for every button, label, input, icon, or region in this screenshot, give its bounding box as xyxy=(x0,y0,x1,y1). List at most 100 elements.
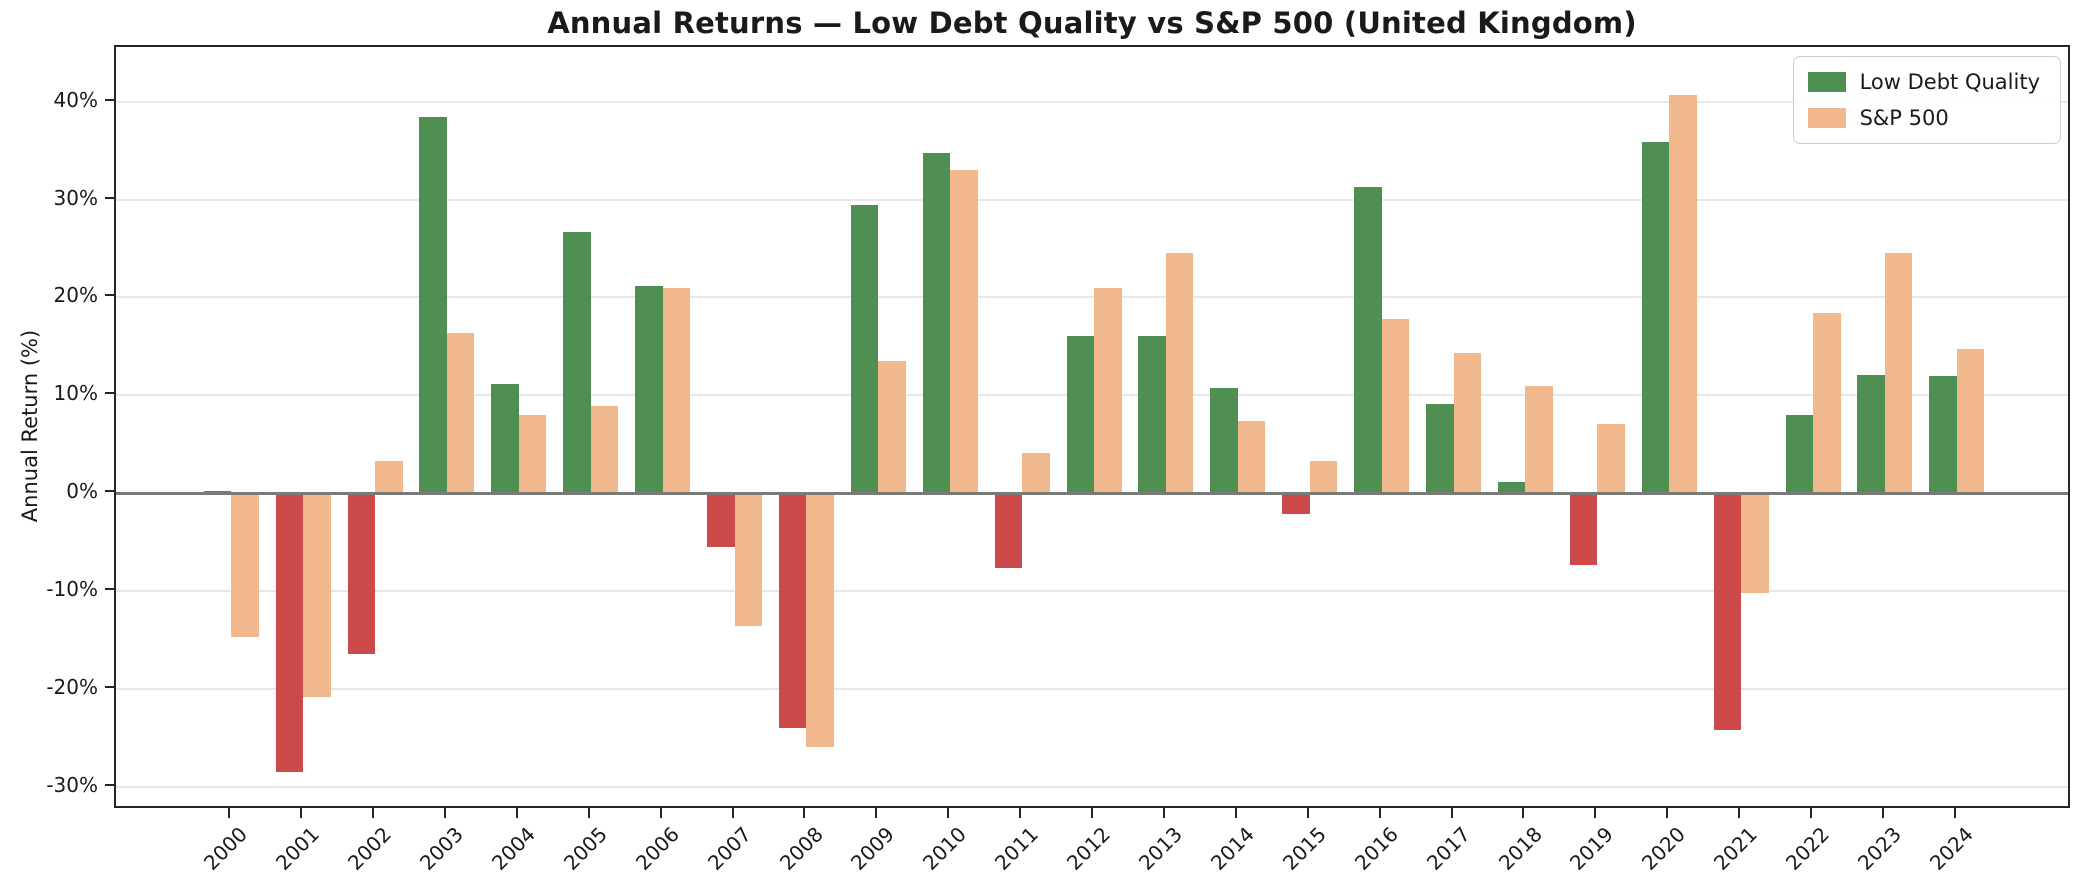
bar-sp500-2006 xyxy=(662,287,691,494)
bar-sp500-2014 xyxy=(1237,420,1266,494)
bar-sp500-2020 xyxy=(1669,94,1697,494)
gridline--30 xyxy=(116,785,2068,788)
bar-sp500-2003 xyxy=(446,332,475,494)
legend-swatch-sp500-icon xyxy=(1807,108,1846,128)
bar-low-debt-quality-2023 xyxy=(1857,374,1885,494)
x-tick-mark-2009 xyxy=(875,808,878,818)
bar-low-debt-quality-2005 xyxy=(563,231,591,494)
bar-sp500-2021 xyxy=(1741,493,1769,593)
gridline--20 xyxy=(116,687,2068,690)
bar-low-debt-quality-2006 xyxy=(635,285,663,494)
bar-low-debt-quality-2024 xyxy=(1929,375,1957,494)
x-tick-label-2016: 2016 xyxy=(1349,822,1403,875)
bar-low-debt-quality-2008 xyxy=(778,493,807,728)
x-tick-label-2010: 2010 xyxy=(918,822,972,875)
x-tick-mark-2020 xyxy=(1666,808,1669,818)
bar-sp500-2000 xyxy=(231,493,259,637)
gridline-20 xyxy=(116,296,2068,299)
x-tick-mark-2012 xyxy=(1091,808,1093,818)
bar-sp500-2023 xyxy=(1884,253,1913,494)
bar-low-debt-quality-2009 xyxy=(850,205,879,494)
y-tick-mark--30 xyxy=(105,783,114,786)
x-tick-label-2004: 2004 xyxy=(486,822,540,875)
x-tick-label-2019: 2019 xyxy=(1565,822,1619,875)
bar-sp500-2022 xyxy=(1813,313,1841,494)
x-tick-label-2013: 2013 xyxy=(1133,822,1187,875)
bar-low-debt-quality-2021 xyxy=(1713,493,1742,730)
x-tick-mark-2017 xyxy=(1450,808,1453,818)
bar-sp500-2015 xyxy=(1309,460,1338,494)
y-tick-label-20: 20% xyxy=(53,283,98,308)
bar-low-debt-quality-2013 xyxy=(1138,335,1166,494)
x-tick-label-2005: 2005 xyxy=(558,822,612,875)
bar-low-debt-quality-2014 xyxy=(1210,388,1238,494)
x-tick-mark-2007 xyxy=(731,808,734,818)
x-tick-mark-2004 xyxy=(515,808,518,818)
y-tick-label--20: -20% xyxy=(46,674,98,699)
x-tick-mark-2023 xyxy=(1881,808,1884,818)
x-tick-label-2012: 2012 xyxy=(1062,822,1115,875)
y-tick-mark-0 xyxy=(105,490,114,493)
x-tick-label-2023: 2023 xyxy=(1852,822,1906,875)
bar-low-debt-quality-2020 xyxy=(1641,141,1670,494)
x-tick-mark-2022 xyxy=(1810,808,1812,818)
x-tick-mark-2008 xyxy=(803,808,806,818)
legend: Low Debt Quality S&P 500 xyxy=(1792,56,2061,144)
y-tick-mark-10 xyxy=(105,392,114,395)
bar-low-debt-quality-2019 xyxy=(1569,493,1598,566)
bar-sp500-2016 xyxy=(1381,318,1410,494)
y-tick-label-10: 10% xyxy=(53,381,98,406)
bar-sp500-2007 xyxy=(734,493,762,627)
y-tick-mark--10 xyxy=(105,587,114,590)
bar-sp500-2024 xyxy=(1956,349,1985,494)
x-tick-label-2022: 2022 xyxy=(1781,822,1834,875)
bar-low-debt-quality-2018 xyxy=(1497,482,1526,494)
bar-sp500-2013 xyxy=(1165,253,1194,494)
x-tick-mark-2005 xyxy=(587,808,590,818)
x-tick-mark-2002 xyxy=(372,808,374,818)
x-tick-label-2006: 2006 xyxy=(630,822,684,875)
x-tick-mark-2014 xyxy=(1234,808,1237,818)
x-tick-mark-2013 xyxy=(1162,808,1165,818)
x-tick-mark-2003 xyxy=(443,808,446,818)
y-tick-mark-20 xyxy=(105,294,114,297)
bar-low-debt-quality-2016 xyxy=(1354,186,1382,494)
plot-area xyxy=(114,45,2070,808)
x-tick-label-2003: 2003 xyxy=(414,822,468,875)
bar-low-debt-quality-2004 xyxy=(491,383,519,494)
bar-sp500-2001 xyxy=(303,493,331,697)
bar-low-debt-quality-2015 xyxy=(1282,493,1310,514)
x-tick-mark-2006 xyxy=(659,808,662,818)
x-tick-mark-2018 xyxy=(1522,808,1525,818)
x-tick-label-2017: 2017 xyxy=(1421,822,1475,875)
legend-label-sp500: S&P 500 xyxy=(1859,106,1949,130)
x-tick-label-2024: 2024 xyxy=(1924,822,1978,875)
x-tick-mark-2011 xyxy=(1019,808,1022,818)
bar-low-debt-quality-2017 xyxy=(1426,404,1454,494)
gridline-40 xyxy=(116,100,2068,103)
bar-low-debt-quality-2022 xyxy=(1785,414,1813,494)
bar-low-debt-quality-2010 xyxy=(922,152,951,494)
x-tick-label-2008: 2008 xyxy=(774,822,828,875)
bar-sp500-2012 xyxy=(1094,287,1122,494)
y-tick-label-40: 40% xyxy=(53,87,98,112)
gridline--10 xyxy=(116,589,2068,592)
bar-sp500-2018 xyxy=(1525,386,1553,494)
bar-sp500-2009 xyxy=(878,361,906,494)
bar-sp500-2005 xyxy=(590,406,619,494)
legend-item-low-debt-quality: Low Debt Quality xyxy=(1807,70,2040,94)
x-tick-mark-2015 xyxy=(1306,808,1309,818)
x-tick-label-2007: 2007 xyxy=(702,822,756,875)
bar-low-debt-quality-2011 xyxy=(994,493,1023,569)
x-tick-mark-2010 xyxy=(947,808,950,818)
bar-low-debt-quality-2001 xyxy=(275,493,304,772)
zero-line xyxy=(116,491,2068,495)
x-tick-label-2015: 2015 xyxy=(1277,822,1331,875)
bar-sp500-2019 xyxy=(1597,423,1625,494)
bar-sp500-2010 xyxy=(950,170,978,494)
bar-sp500-2011 xyxy=(1022,452,1050,494)
x-tick-mark-2000 xyxy=(228,808,231,818)
bar-sp500-2008 xyxy=(806,493,834,748)
x-tick-mark-2001 xyxy=(300,808,303,818)
x-tick-mark-2024 xyxy=(1953,808,1956,818)
